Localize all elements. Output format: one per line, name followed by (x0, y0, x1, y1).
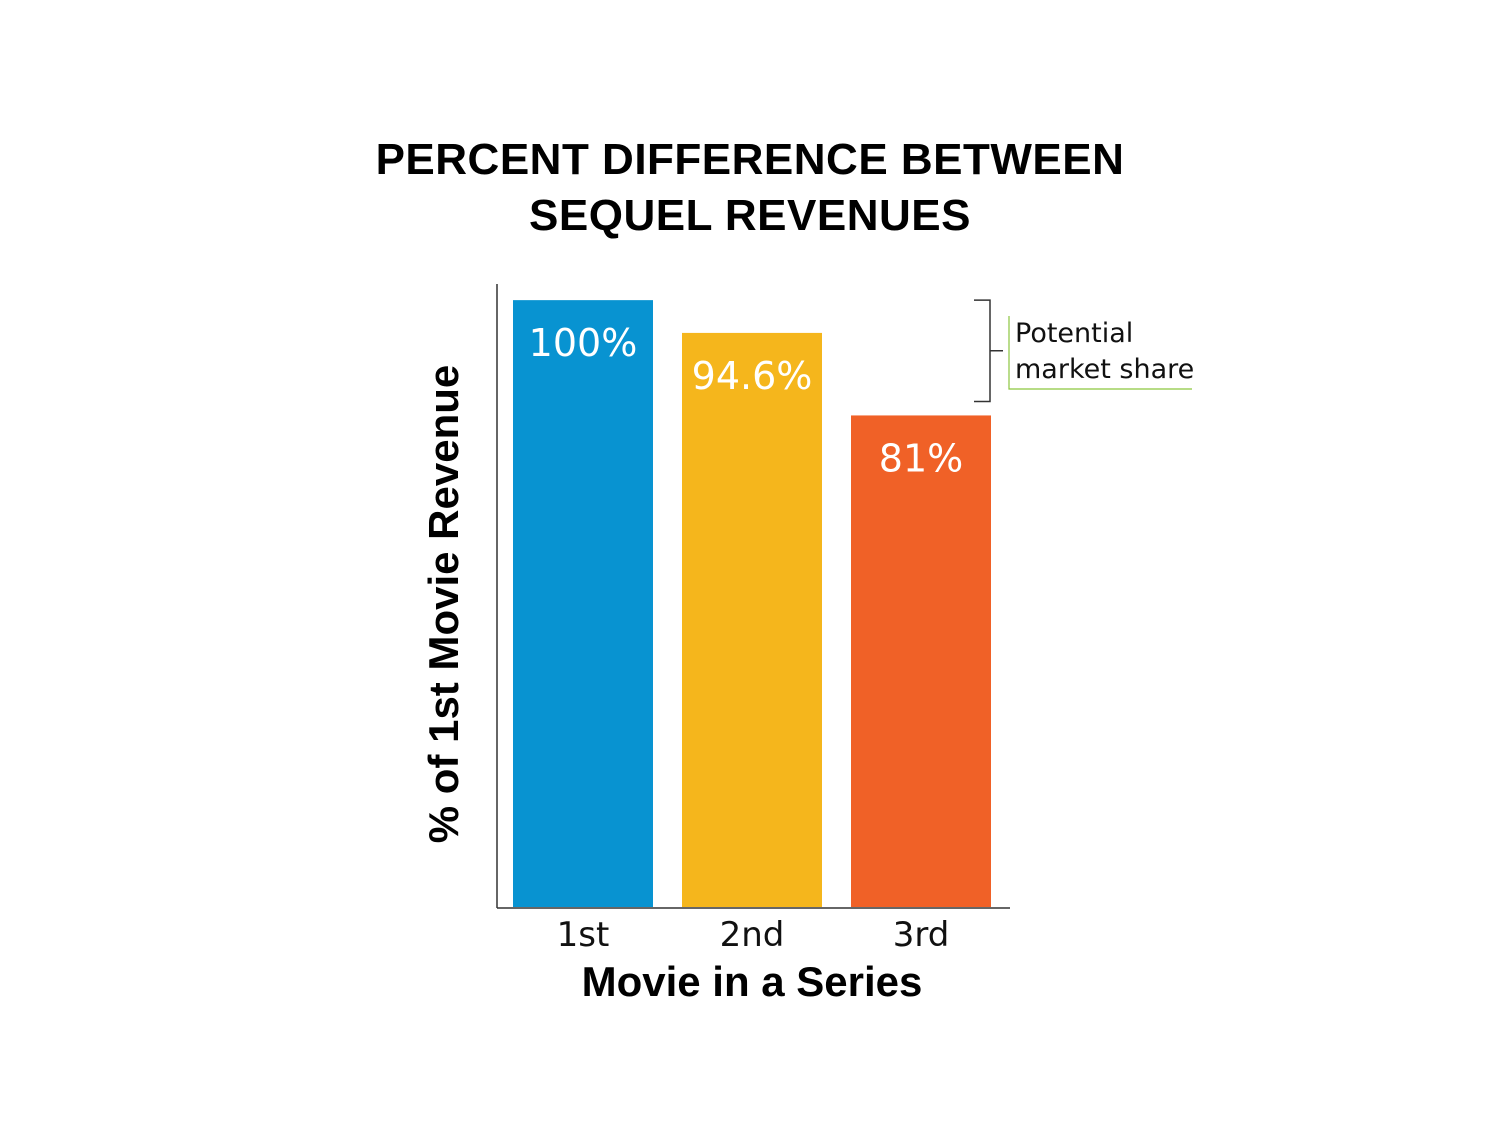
annotation-text-line-1: Potential (1015, 318, 1133, 349)
annotation-text-line-2: market share (1015, 354, 1194, 385)
bar-2nd (682, 332, 822, 907)
chart-title: PERCENT DIFFERENCE BETWEEN SEQUEL REVENU… (0, 132, 1500, 244)
annotation-bracket (974, 299, 1003, 403)
data-label-2nd: 94.6% (692, 354, 813, 398)
x-tick-label-3rd: 3rd (893, 915, 950, 955)
data-label-1st: 100% (529, 321, 638, 365)
chart-title-line-2: SEQUEL REVENUES (529, 191, 971, 240)
bar-1st (513, 300, 653, 907)
annotation-underline (1008, 316, 1192, 390)
data-label-3rd: 81% (879, 436, 963, 480)
x-axis-title: Movie in a Series (582, 958, 923, 1005)
x-tick-label-1st: 1st (557, 915, 610, 955)
x-tick-label-2nd: 2nd (720, 915, 785, 955)
y-axis-title: % of 1st Movie Revenue (420, 365, 467, 843)
bar-3rd (851, 415, 991, 907)
bars-layer (513, 300, 991, 907)
annotation: Potential market share (974, 299, 1194, 403)
chart-title-line-1: PERCENT DIFFERENCE BETWEEN (375, 135, 1125, 184)
labels-layer: 100% 1st 94.6% 2nd 81% 3rd (529, 321, 964, 955)
